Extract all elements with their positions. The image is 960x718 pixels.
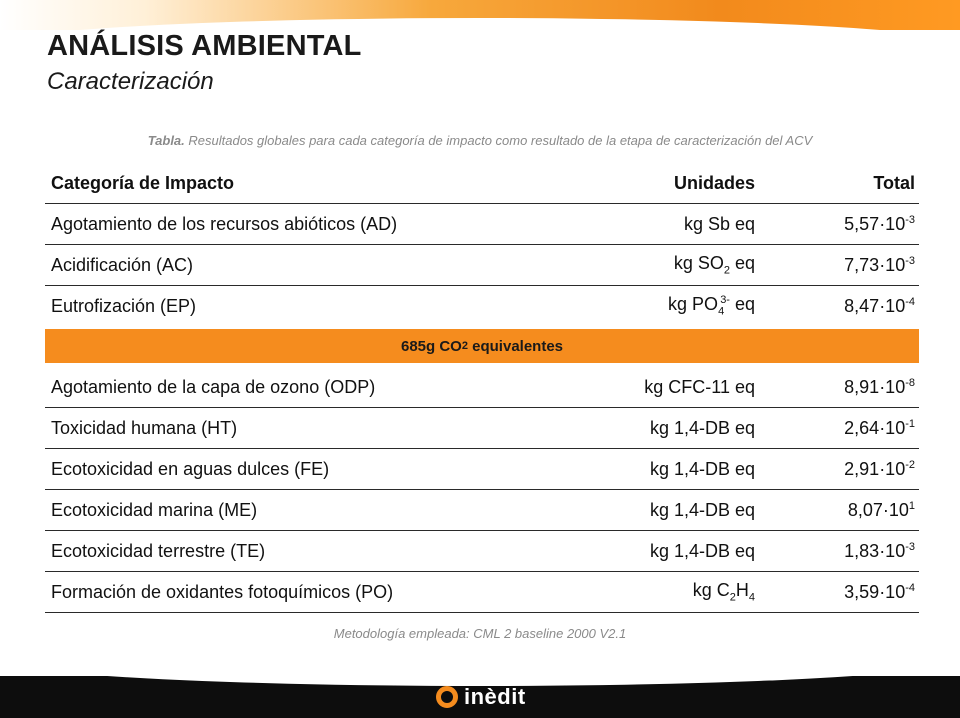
top-decorative-band (0, 0, 960, 30)
category-cell: Ecotoxicidad marina (ME) (51, 499, 258, 520)
co2-equivalent-banner: 685g CO 2 equivalentes (45, 329, 919, 363)
category-cell: Toxicidad humana (HT) (51, 417, 238, 438)
header-category: Categoría de Impacto (51, 172, 235, 193)
table-row: Acidificación (AC) kg SO2 eq 7,73·10-3 (45, 245, 919, 286)
table-row: Ecotoxicidad en aguas dulces (FE) kg 1,4… (45, 449, 919, 490)
footer-band (0, 676, 960, 718)
total-cell: 3,59·10-4 (844, 581, 915, 602)
table-row: Agotamiento de los recursos abióticos (A… (45, 204, 919, 245)
total-cell: 2,91·10-2 (844, 458, 915, 479)
brand-logo: inèdit (436, 684, 526, 710)
page-title: ANÁLISIS AMBIENTAL (47, 30, 362, 62)
total-cell: 7,73·10-3 (844, 254, 915, 275)
category-cell: Agotamiento de la capa de ozono (ODP) (51, 376, 376, 397)
unit-cell: kg SO2 eq (673, 253, 755, 277)
category-cell: Acidificación (AC) (51, 254, 194, 275)
category-cell: Formación de oxidantes fotoquímicos (PO) (51, 581, 394, 602)
unit-cell: kg PO43- eq (668, 294, 755, 318)
table-row: Eutrofización (EP) kg PO43- eq 8,47·10-4 (45, 286, 919, 326)
table-row: Toxicidad humana (HT) kg 1,4-DB eq 2,64·… (45, 408, 919, 449)
total-cell: 2,64·10-1 (844, 417, 915, 438)
unit-cell: kg C2H4 (692, 580, 755, 604)
header-total: Total (873, 172, 915, 193)
table-row: Agotamiento de la capa de ozono (ODP) kg… (45, 367, 919, 408)
category-cell: Ecotoxicidad en aguas dulces (FE) (51, 458, 330, 479)
impact-table: Categoría de Impacto Unidades Total Agot… (45, 163, 919, 613)
table-row: Formación de oxidantes fotoquímicos (PO)… (45, 572, 919, 613)
table-row: Ecotoxicidad terrestre (TE) kg 1,4-DB eq… (45, 531, 919, 572)
logo-text: inèdit (464, 684, 526, 709)
orange-ring-icon (436, 686, 458, 708)
page-subtitle: Caracterización (47, 68, 214, 95)
category-cell: Eutrofización (EP) (51, 295, 197, 316)
total-cell: 8,47·10-4 (844, 295, 915, 316)
unit-cell: kg 1,4-DB eq (649, 540, 755, 561)
table-row: Ecotoxicidad marina (ME) kg 1,4-DB eq 8,… (45, 490, 919, 531)
total-cell: 5,57·10-3 (844, 213, 915, 234)
total-cell: 8,07·101 (847, 499, 915, 520)
methodology-footnote: Metodología empleada: CML 2 baseline 200… (333, 626, 627, 641)
category-cell: Agotamiento de los recursos abióticos (A… (51, 213, 398, 234)
caption-prefix: Tabla. (147, 133, 185, 148)
table-header-row: Categoría de Impacto Unidades Total (45, 163, 919, 204)
unit-cell: kg Sb eq (683, 213, 755, 234)
unit-cell: kg 1,4-DB eq (649, 458, 755, 479)
unit-cell: kg CFC-11 eq (644, 376, 755, 397)
category-cell: Ecotoxicidad terrestre (TE) (51, 540, 266, 561)
caption-text: Resultados globales para cada categoría … (184, 133, 813, 148)
header-units: Unidades (673, 172, 755, 193)
table-caption: Tabla. Resultados globales para cada cat… (0, 133, 960, 148)
total-cell: 8,91·10-8 (844, 376, 915, 397)
total-cell: 1,83·10-3 (844, 540, 915, 561)
unit-cell: kg 1,4-DB eq (649, 417, 755, 438)
unit-cell: kg 1,4-DB eq (649, 499, 755, 520)
